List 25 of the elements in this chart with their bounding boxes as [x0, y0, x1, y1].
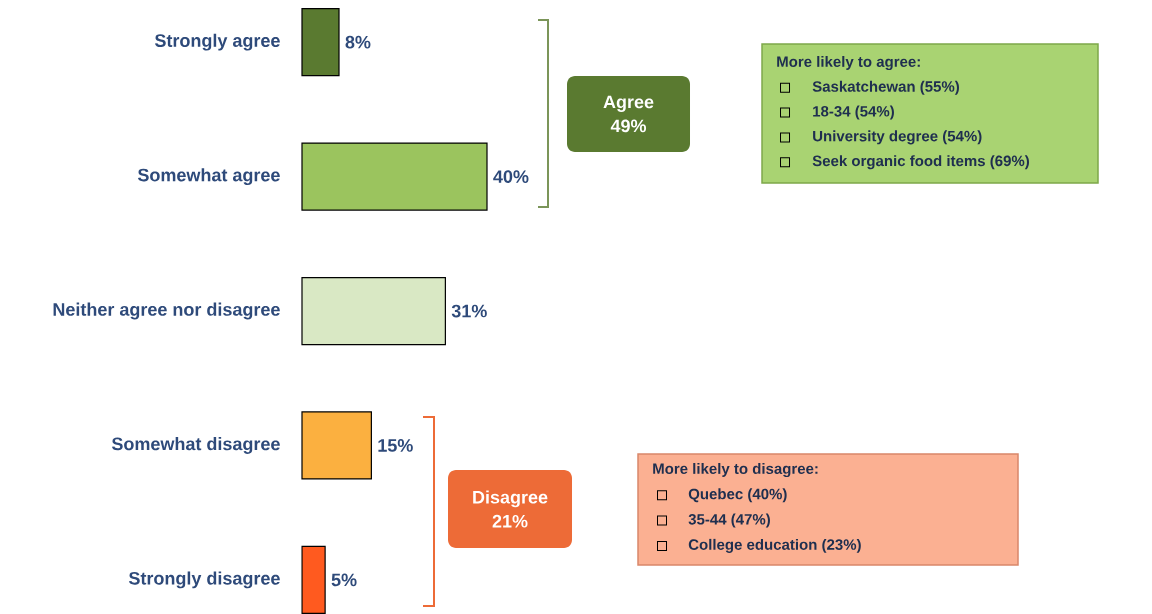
text: 35-44 (47%)	[688, 513, 770, 528]
text: More likely to agree:	[777, 55, 920, 71]
text: College education (23%)	[688, 538, 861, 553]
y-tick-label: Neither agree nor disagree	[53, 302, 280, 320]
text: 18-34 (54%)	[813, 105, 894, 120]
text: Agree 49%	[603, 95, 654, 133]
data-label: 8%	[345, 35, 371, 49]
text: Seek organic food items (69%)	[812, 155, 1030, 170]
text: University degree (54%)	[813, 130, 982, 145]
data-label: 5%	[331, 573, 357, 587]
data-label: 31%	[451, 304, 487, 318]
text: Quebec (40%)	[688, 488, 787, 503]
text: More likely to disagree:	[653, 462, 818, 478]
bar	[301, 142, 488, 211]
y-tick-label: Strongly agree	[154, 33, 280, 51]
data-label: 15%	[378, 439, 413, 452]
y-tick-label: Somewhat disagree	[111, 437, 280, 454]
bar	[301, 276, 446, 346]
y-tick-label: Somewhat agree	[137, 168, 280, 186]
bar	[301, 411, 372, 480]
bar	[301, 8, 340, 77]
data-label: 40%	[493, 170, 529, 183]
annotation: Disagree 21%	[473, 490, 548, 528]
text: Saskatchewan (55%)	[812, 80, 959, 95]
y-tick-label: Strongly disagree	[128, 571, 280, 589]
